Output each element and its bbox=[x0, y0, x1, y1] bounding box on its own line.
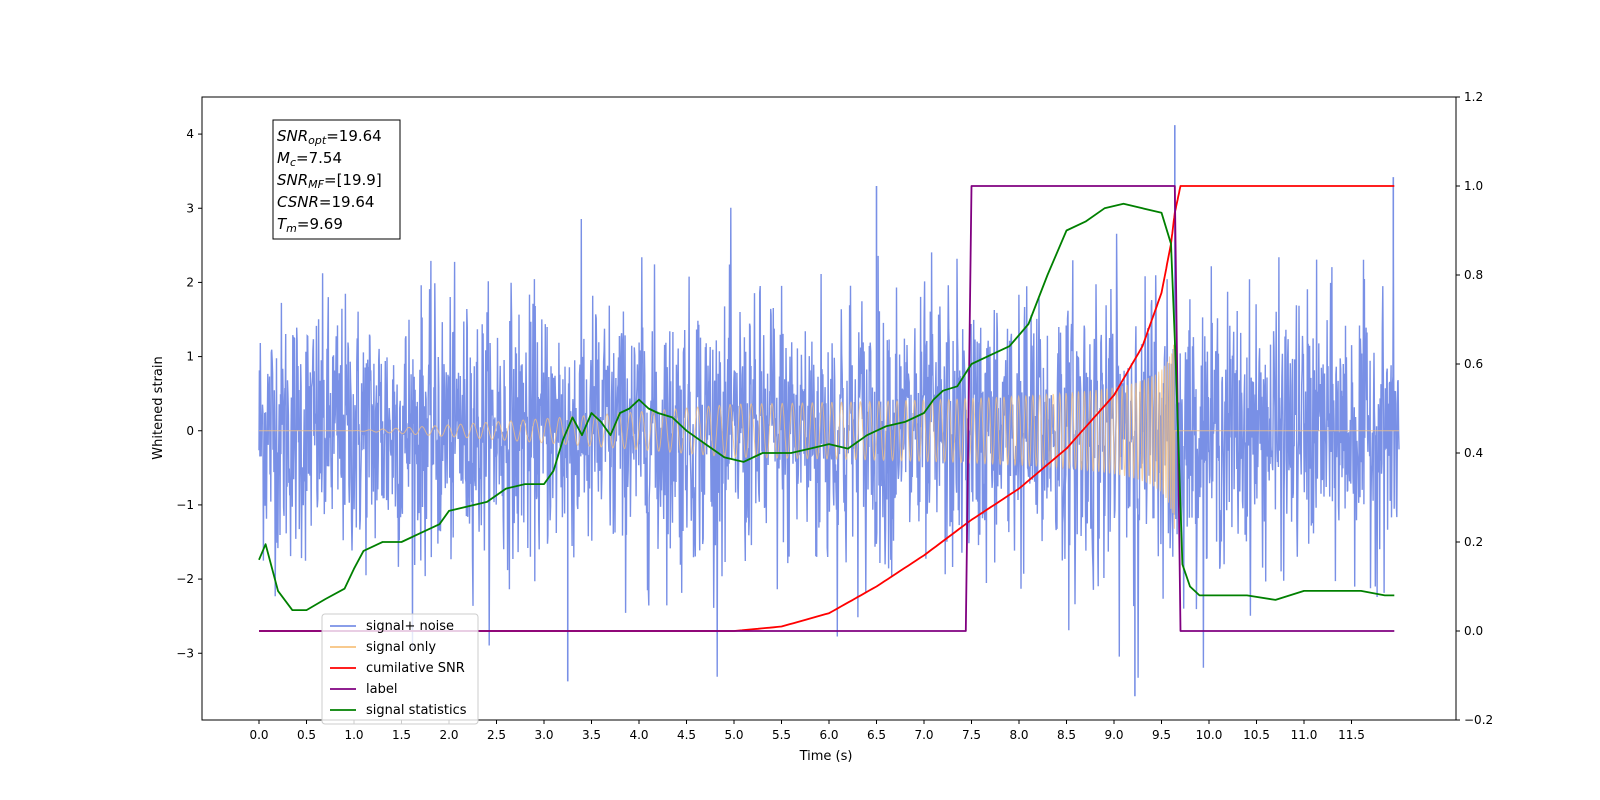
label-line bbox=[259, 185, 1395, 632]
x-axis-label: Time (s) bbox=[799, 749, 853, 764]
y-right-tick-label: 0.8 bbox=[1464, 268, 1483, 282]
y-left-tick-label: 1 bbox=[186, 350, 194, 364]
y-axis-right: −0.2 0.0 0.2 0.4 0.6 0.8 1.0 1.2 bbox=[1456, 90, 1493, 727]
x-tick-label: 5.5 bbox=[772, 728, 791, 742]
x-tick-label: 5.0 bbox=[724, 728, 743, 742]
stats-subscript: MF bbox=[308, 178, 324, 191]
signal-noise-line bbox=[258, 207, 1400, 678]
stats-value: =7.54 bbox=[296, 149, 342, 167]
signal-only-line bbox=[259, 344, 1399, 529]
stats-symbol: M bbox=[277, 149, 290, 167]
legend-label: signal statistics bbox=[366, 703, 467, 718]
x-tick-label: 6.5 bbox=[867, 728, 886, 742]
y-right-tick-label: −0.2 bbox=[1464, 713, 1493, 727]
x-tick-label: 9.0 bbox=[1104, 728, 1123, 742]
x-tick-label: 8.5 bbox=[1057, 728, 1076, 742]
y-left-tick-label: −2 bbox=[176, 572, 194, 586]
y-left-tick-label: −1 bbox=[176, 498, 194, 512]
stats-box-line: Mc=7.54 bbox=[277, 149, 342, 169]
x-tick-label: 1.0 bbox=[344, 728, 363, 742]
x-tick-label: 1.5 bbox=[392, 728, 411, 742]
y-right-tick-label: 0.4 bbox=[1464, 446, 1483, 460]
y-left-tick-label: −3 bbox=[176, 646, 194, 660]
stats-value: =19.64 bbox=[319, 193, 375, 211]
y-right-tick-label: 0.6 bbox=[1464, 357, 1483, 371]
stats-box-line: SNRMF=[19.9] bbox=[277, 171, 382, 191]
y-left-tick-label: 2 bbox=[186, 275, 194, 289]
x-tick-label: 9.5 bbox=[1152, 728, 1171, 742]
signal-statistics-line bbox=[258, 202, 1395, 611]
stats-symbol: SNR bbox=[277, 127, 308, 145]
stats-subscript: opt bbox=[308, 134, 327, 147]
x-tick-label: 10.5 bbox=[1243, 728, 1270, 742]
y-right-tick-label: 1.0 bbox=[1464, 179, 1483, 193]
y-left-tick-label: 3 bbox=[186, 201, 194, 215]
legend-frame bbox=[321, 613, 479, 725]
x-tick-label: 10.0 bbox=[1196, 728, 1223, 742]
y-axis-label-left: Whitened strain bbox=[151, 356, 166, 459]
stats-symbol: T bbox=[277, 215, 288, 233]
x-tick-label: 8.0 bbox=[1009, 728, 1028, 742]
x-tick-label: 0.5 bbox=[297, 728, 316, 742]
stats-box-line: SNRopt=19.64 bbox=[277, 127, 382, 147]
legend: signal+ noise signal only cumilative SNR la… bbox=[321, 613, 479, 725]
legend-label: label bbox=[366, 682, 397, 697]
stats-box-line: CSNR=19.64 bbox=[277, 193, 374, 211]
x-tick-label: 4.0 bbox=[629, 728, 648, 742]
stats-subscript: c bbox=[290, 156, 296, 169]
y-right-tick-label: 1.2 bbox=[1464, 90, 1483, 104]
y-left-tick-label: 4 bbox=[186, 127, 194, 141]
x-tick-label: 4.5 bbox=[677, 728, 696, 742]
stats-box-line: Tm=9.69 bbox=[277, 215, 343, 235]
x-tick-label: 0.0 bbox=[249, 728, 268, 742]
x-tick-label: 7.0 bbox=[914, 728, 933, 742]
stats-symbol: CSNR bbox=[277, 193, 319, 211]
x-tick-label: 6.0 bbox=[819, 728, 838, 742]
legend-label: signal+ noise bbox=[366, 619, 454, 634]
stats-value: =19.64 bbox=[326, 127, 382, 145]
series-signal-noise bbox=[258, 125, 1400, 697]
stats-box: SNRopt=19.64Mc=7.54SNRMF=[19.9]CSNR=19.6… bbox=[272, 119, 401, 240]
y-axis-left: −3 −2 −1 0 1 2 3 4 bbox=[176, 127, 202, 660]
legend-label: signal only bbox=[366, 640, 436, 655]
stats-value: =[19.9] bbox=[324, 171, 382, 189]
x-tick-label: 7.5 bbox=[962, 728, 981, 742]
x-tick-label: 11.5 bbox=[1338, 728, 1365, 742]
x-tick-label: 11.0 bbox=[1291, 728, 1318, 742]
y-left-tick-label: 0 bbox=[186, 424, 194, 438]
stats-symbol: SNR bbox=[277, 171, 308, 189]
series-signal-only bbox=[259, 344, 1399, 529]
x-tick-label: 2.0 bbox=[439, 728, 458, 742]
legend-label: cumilative SNR bbox=[366, 661, 465, 676]
cumulative-snr-line bbox=[259, 185, 1395, 632]
x-tick-label: 3.5 bbox=[582, 728, 601, 742]
y-right-tick-label: 0.2 bbox=[1464, 535, 1483, 549]
stats-subscript: m bbox=[286, 222, 297, 235]
y-right-tick-label: 0.0 bbox=[1464, 624, 1483, 638]
stats-value: =9.69 bbox=[297, 215, 343, 233]
x-tick-label: 2.5 bbox=[487, 728, 506, 742]
x-tick-label: 3.0 bbox=[534, 728, 553, 742]
stats-box-frame bbox=[272, 119, 401, 240]
x-axis: 0.0 0.5 1.0 1.5 2.0 2.5 3.0 3.5 4.0 4.5 5.0 5.5 6.0 6… bbox=[249, 720, 1365, 742]
